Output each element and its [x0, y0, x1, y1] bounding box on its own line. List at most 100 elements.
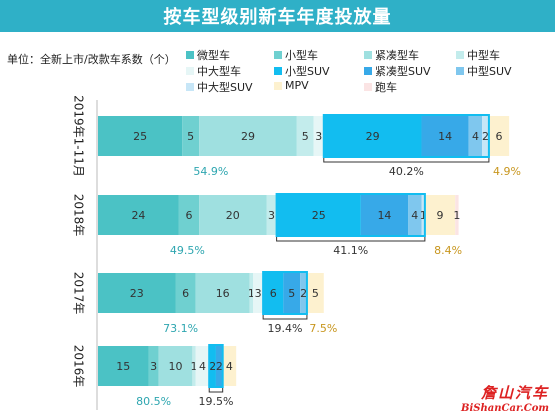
- data-label: 9: [437, 209, 444, 222]
- watermark-cn: 詹山汽车: [480, 384, 549, 402]
- bar-segment: [276, 195, 361, 235]
- data-label: 29: [366, 130, 380, 143]
- data-label: 5: [187, 130, 194, 143]
- data-label: 29: [241, 130, 255, 143]
- data-label: 14: [377, 209, 391, 222]
- bar-segment: [408, 195, 422, 235]
- data-label: 4: [199, 360, 206, 373]
- bar-segment: [313, 116, 324, 156]
- data-label: 24: [131, 209, 145, 222]
- bar-segment: [175, 273, 196, 313]
- legend-label: 中型SUV: [467, 65, 512, 78]
- bar-segment: [482, 116, 489, 156]
- bar-segment: [98, 346, 149, 386]
- data-label: 2: [482, 130, 489, 143]
- suv-group-outline: [262, 271, 308, 315]
- data-label: 15: [116, 360, 130, 373]
- legend-item: 中型SUV: [456, 63, 512, 79]
- bar-segment: [249, 273, 254, 313]
- legend-label: 中大型SUV: [197, 81, 253, 94]
- legend-label: 紧凑型车: [375, 49, 419, 62]
- legend-label: 小型车: [285, 49, 318, 62]
- bar-segment: [300, 273, 307, 313]
- data-label: 1: [248, 287, 255, 300]
- bar-segment: [455, 195, 459, 235]
- suv-bracket: [276, 237, 426, 242]
- bar-segment: [195, 273, 250, 313]
- bar-segment: [253, 273, 264, 313]
- suv-group-outline: [322, 114, 490, 158]
- bar-segment: [421, 195, 425, 235]
- data-label: 4: [411, 209, 418, 222]
- suv-group-outline: [208, 344, 224, 388]
- suv-bracket: [208, 388, 224, 393]
- mpv-share-label: 7.5%: [309, 322, 337, 335]
- watermark-en: BiShanCar.Com: [461, 403, 549, 414]
- category-label: 2019年1-11月: [72, 95, 86, 177]
- legend-label: 小型SUV: [285, 65, 330, 78]
- bar-segment: [98, 273, 176, 313]
- bar-segment: [222, 346, 237, 386]
- suv-bracket: [262, 315, 308, 320]
- legend-swatch: [186, 67, 194, 75]
- data-label: 16: [216, 287, 230, 300]
- suv-share-label: 41.1%: [333, 244, 368, 257]
- data-label: 25: [312, 209, 326, 222]
- bar-segment: [148, 346, 159, 386]
- legend-swatch: [186, 51, 194, 59]
- legend-swatch: [364, 51, 372, 59]
- bar-segment: [296, 116, 314, 156]
- bar-segment: [98, 195, 179, 235]
- bar-segment: [421, 116, 469, 156]
- bar-segment: [263, 273, 284, 313]
- legend-item: 紧凑型SUV: [364, 63, 431, 79]
- suv-share-label: 19.5%: [198, 395, 233, 408]
- category-label: 2017年: [72, 272, 86, 315]
- watermark: 詹山汽车 BiShanCar.Com: [461, 382, 549, 414]
- bar-segment: [199, 195, 267, 235]
- suv-share-label: 19.4%: [268, 322, 303, 335]
- chart-title: 按车型级别新车年度投放量: [0, 0, 555, 32]
- data-label: 20: [226, 209, 240, 222]
- bar-segment: [266, 195, 277, 235]
- suv-group-outline: [275, 193, 426, 237]
- legend-label: MPV: [285, 79, 309, 92]
- data-label: 6: [185, 209, 192, 222]
- data-label: 5: [302, 130, 309, 143]
- legend-item: 跑车: [364, 79, 397, 95]
- data-label: 3: [150, 360, 157, 373]
- data-label: 2: [216, 360, 223, 373]
- unit-label: 单位：全新上市/改款车系数（个）: [7, 53, 176, 66]
- bar-segment: [158, 346, 193, 386]
- bar-segment: [360, 195, 409, 235]
- legend-swatch: [274, 81, 282, 90]
- bar-segment: [215, 346, 223, 386]
- bar-segment: [306, 273, 324, 313]
- data-label: 23: [130, 287, 144, 300]
- data-label: 10: [169, 360, 183, 373]
- bar-segment: [283, 273, 301, 313]
- legend-swatch: [274, 67, 282, 75]
- legend-item: MPV: [274, 79, 309, 92]
- bar-segment: [195, 346, 210, 386]
- data-label: 4: [472, 130, 479, 143]
- legend-label: 微型车: [197, 49, 230, 62]
- mpv-share-label: 8.4%: [434, 244, 462, 257]
- legend-swatch: [364, 67, 372, 75]
- data-label: 4: [226, 360, 233, 373]
- mpv-share-label: 4.9%: [493, 165, 521, 178]
- legend-item: 中型车: [456, 47, 500, 63]
- legend-swatch: [186, 83, 194, 91]
- car-share-label: 80.5%: [136, 395, 171, 408]
- bar-segment: [199, 116, 297, 156]
- data-label: 14: [438, 130, 452, 143]
- legend-swatch: [274, 51, 282, 59]
- bar-segment: [424, 195, 456, 235]
- legend-swatch: [456, 67, 464, 75]
- legend-swatch: [456, 51, 464, 59]
- car-share-label: 49.5%: [170, 244, 205, 257]
- data-label: 3: [268, 209, 275, 222]
- legend-item: 中大型车: [186, 63, 241, 79]
- category-label: 2016年: [72, 345, 86, 388]
